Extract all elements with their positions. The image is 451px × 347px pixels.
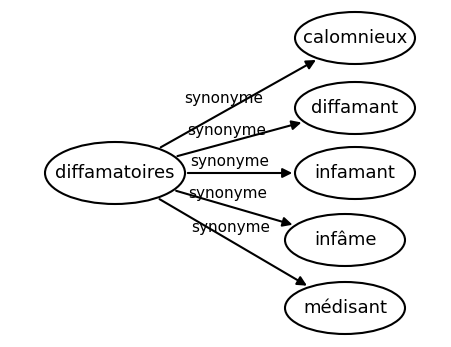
Text: médisant: médisant — [302, 299, 386, 317]
Text: synonyme: synonyme — [191, 220, 270, 235]
Text: diffamatoires: diffamatoires — [55, 164, 175, 182]
Ellipse shape — [295, 82, 414, 134]
Text: synonyme: synonyme — [184, 91, 262, 105]
Text: infamant: infamant — [314, 164, 395, 182]
Text: infâme: infâme — [313, 231, 375, 249]
Text: synonyme: synonyme — [188, 186, 267, 201]
Ellipse shape — [285, 214, 404, 266]
Text: diffamant: diffamant — [311, 99, 398, 117]
Text: synonyme: synonyme — [190, 153, 269, 169]
Ellipse shape — [45, 142, 184, 204]
Text: synonyme: synonyme — [187, 123, 266, 138]
Ellipse shape — [295, 147, 414, 199]
Text: calomnieux: calomnieux — [302, 29, 406, 47]
Ellipse shape — [295, 12, 414, 64]
Ellipse shape — [285, 282, 404, 334]
